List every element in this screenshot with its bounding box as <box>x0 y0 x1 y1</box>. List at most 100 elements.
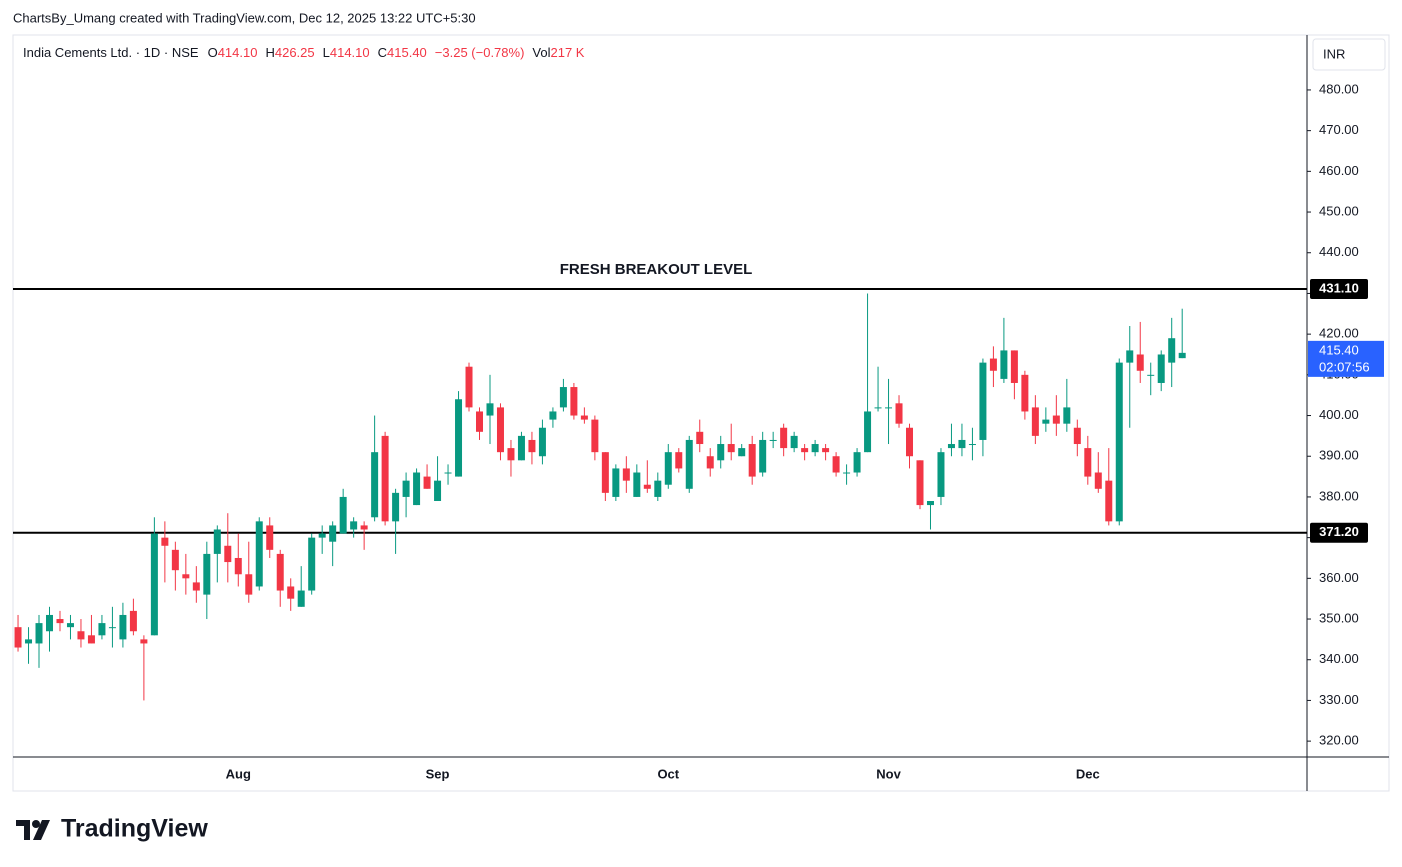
candle-body <box>161 537 169 546</box>
candle-body <box>35 623 43 644</box>
legend-value: 414.10 <box>218 45 258 60</box>
candle-body <box>1105 480 1113 522</box>
candle-body <box>1063 407 1071 424</box>
candle-body <box>119 614 127 640</box>
candle-body <box>958 439 966 449</box>
legend-change: −3.25 (−0.78%) <box>435 45 525 60</box>
candle-body <box>1073 427 1081 445</box>
y-tick-label: 420.00 <box>1319 326 1359 341</box>
candle-body <box>1157 354 1165 383</box>
candle-body <box>486 403 494 416</box>
candle-body <box>1136 354 1144 371</box>
candle-body <box>496 407 504 453</box>
candle-body <box>549 411 557 420</box>
candle-body <box>371 452 379 518</box>
candle-body <box>423 476 431 489</box>
candle-body <box>916 460 924 506</box>
legend-value: 217 K <box>550 45 584 60</box>
candle-body <box>612 468 620 497</box>
candle-body <box>224 545 232 563</box>
y-tick-label: 340.00 <box>1319 651 1359 666</box>
legend: India Cements Ltd. · 1D · NSE O414.10 H426… <box>23 45 585 60</box>
candle-body <box>507 448 515 461</box>
level-label: 371.20 <box>1319 524 1359 539</box>
candle-body <box>266 525 274 550</box>
candle-body <box>1052 415 1060 424</box>
candle-body <box>937 452 945 497</box>
y-tick-label: 360.00 <box>1319 570 1359 585</box>
candle-body <box>25 639 33 644</box>
currency[interactable]: INR <box>1323 46 1345 61</box>
candle-body <box>790 435 798 449</box>
chart-frame <box>12 34 1390 792</box>
candle-body <box>748 444 756 477</box>
candle-body <box>192 582 200 591</box>
legend-key: L <box>323 45 330 60</box>
candle-body <box>45 614 53 632</box>
candle-body <box>213 529 221 554</box>
candle-body <box>947 444 955 449</box>
x-tick-label: Dec <box>1076 766 1100 781</box>
annotation: FRESH BREAKOUT LEVEL <box>560 261 753 278</box>
candle-body <box>717 444 725 461</box>
candle-body <box>685 439 693 489</box>
legend-value: 415.40 <box>387 45 427 60</box>
candle-body <box>968 444 976 446</box>
level-tag <box>1310 522 1368 543</box>
candle-body <box>381 435 389 522</box>
candle-body <box>1168 338 1176 363</box>
candle-body <box>601 452 609 493</box>
candle-body <box>98 623 106 636</box>
plot <box>13 287 1307 701</box>
candle-body <box>287 586 295 599</box>
candle-body <box>906 427 914 457</box>
candle-body <box>329 525 337 542</box>
legend-key: C <box>378 45 387 60</box>
candle-body <box>140 639 148 644</box>
candle-body <box>989 358 997 371</box>
candle-body <box>822 448 830 453</box>
candle-body <box>643 484 651 489</box>
candle-body <box>66 623 74 628</box>
candle-body <box>738 448 746 457</box>
legend-key: Vol <box>532 45 550 60</box>
candle-body <box>769 439 777 441</box>
legend-value: 414.10 <box>330 45 370 60</box>
price-tag <box>1308 340 1384 377</box>
candle-body <box>203 553 211 595</box>
legend-key: H <box>265 45 274 60</box>
candle-body <box>811 444 819 453</box>
candle-body <box>129 610 137 632</box>
y-tick-label: 390.00 <box>1319 448 1359 463</box>
credit: ChartsBy_Umang created with TradingView.… <box>13 10 476 25</box>
y-tick-label: 440.00 <box>1319 244 1359 259</box>
candle-body <box>1042 419 1050 424</box>
candle-body <box>864 411 872 453</box>
candle-body <box>1000 350 1008 379</box>
candle-body <box>706 456 714 469</box>
candle-body <box>77 631 85 640</box>
x-tick-label: Aug <box>226 766 251 781</box>
candle-body <box>108 627 116 629</box>
currency-box[interactable] <box>1312 38 1386 71</box>
legend-key: O <box>208 45 218 60</box>
candle-body <box>538 427 546 457</box>
x-tick-label: Nov <box>876 766 901 781</box>
brand: TradingView <box>61 815 208 843</box>
candle-body <box>87 635 95 644</box>
candle-body <box>885 407 893 409</box>
y-tick-label: 400.00 <box>1319 407 1359 422</box>
candle-body <box>434 480 442 502</box>
candle-body <box>360 525 368 530</box>
candle-body <box>350 521 358 530</box>
candle-body <box>413 472 421 506</box>
candle-body <box>580 415 588 420</box>
candle-body <box>759 439 767 473</box>
candle-body <box>664 452 672 485</box>
candle-body <box>56 619 64 624</box>
y-tick-label: 460.00 <box>1319 163 1359 178</box>
candle-body <box>853 452 861 473</box>
candle-body <box>633 472 641 497</box>
candle-body <box>895 403 903 424</box>
